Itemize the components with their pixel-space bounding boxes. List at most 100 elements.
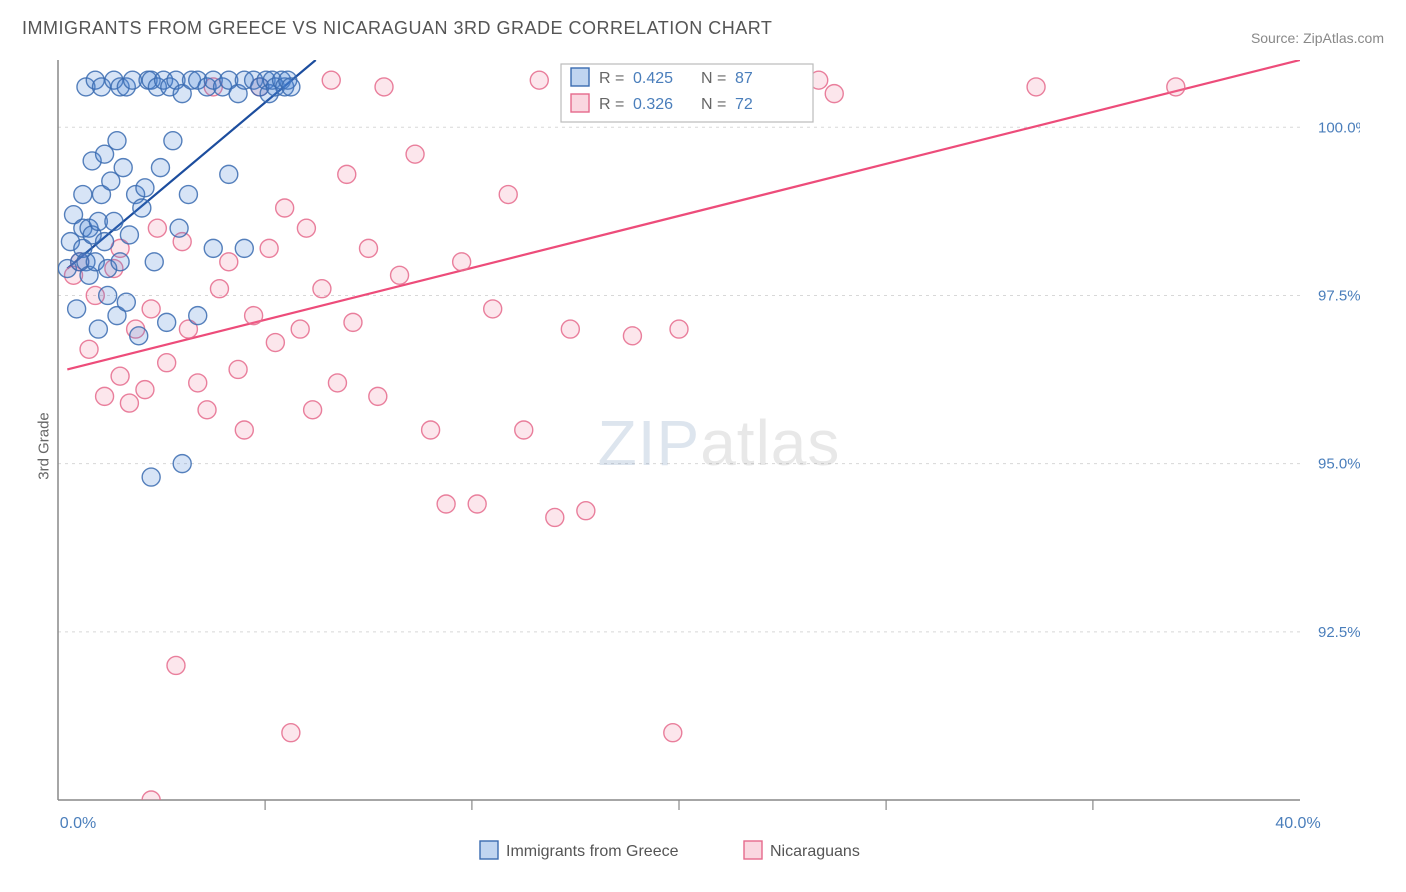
- y-tick-label: 92.5%: [1318, 624, 1360, 641]
- legend-swatch: [480, 841, 498, 859]
- data-point: [151, 159, 169, 177]
- data-point: [499, 186, 517, 204]
- data-point: [282, 78, 300, 96]
- data-point: [304, 401, 322, 419]
- data-point: [96, 233, 114, 251]
- data-point: [235, 421, 253, 439]
- data-point: [406, 145, 424, 163]
- scatter-chart: 92.5% 95.0% 97.5% 100.0% 0.0% 40.0% ZIPatlas R …: [50, 60, 1360, 830]
- data-point: [80, 340, 98, 358]
- data-point: [164, 132, 182, 150]
- data-point: [96, 387, 114, 405]
- data-point: [664, 724, 682, 742]
- data-point: [276, 199, 294, 217]
- data-point: [108, 132, 126, 150]
- legend-r-value: 0.425: [633, 70, 673, 87]
- data-point: [282, 724, 300, 742]
- data-point: [142, 300, 160, 318]
- data-point: [484, 300, 502, 318]
- data-point: [229, 360, 247, 378]
- data-point: [89, 320, 107, 338]
- legend-n-label: N =: [701, 70, 726, 87]
- data-point: [328, 374, 346, 392]
- data-point: [530, 71, 548, 89]
- data-point: [167, 656, 185, 674]
- data-point: [145, 253, 163, 271]
- source-label: Source:: [1251, 30, 1299, 46]
- data-point: [369, 387, 387, 405]
- source-credit: Source: ZipAtlas.com: [1251, 30, 1384, 46]
- data-point: [142, 791, 160, 809]
- data-point: [68, 300, 86, 318]
- data-point: [210, 280, 228, 298]
- data-point: [105, 212, 123, 230]
- data-point: [99, 286, 117, 304]
- data-point: [204, 239, 222, 257]
- data-point: [136, 179, 154, 197]
- data-point: [220, 253, 238, 271]
- data-point: [198, 401, 216, 419]
- data-point: [111, 367, 129, 385]
- data-point: [297, 219, 315, 237]
- data-point: [453, 253, 471, 271]
- legend-n-label: N =: [701, 96, 726, 113]
- data-point: [291, 320, 309, 338]
- legend-n-value: 87: [735, 70, 753, 87]
- data-point: [623, 327, 641, 345]
- x-tick-label: 0.0%: [60, 815, 96, 830]
- plot-area: 92.5% 95.0% 97.5% 100.0% 0.0% 40.0% ZIPatlas R …: [50, 60, 1360, 830]
- data-point: [245, 307, 263, 325]
- legend-series-label: Nicaraguans: [770, 843, 860, 860]
- data-point: [391, 266, 409, 284]
- data-point: [189, 374, 207, 392]
- data-point: [117, 293, 135, 311]
- y-tick-label: 95.0%: [1318, 456, 1360, 473]
- legend-r-value: 0.326: [633, 96, 673, 113]
- data-point: [158, 313, 176, 331]
- bottom-legend: Immigrants from Greece Nicaraguans: [0, 835, 1406, 871]
- data-point: [170, 219, 188, 237]
- data-point: [360, 239, 378, 257]
- data-point: [338, 165, 356, 183]
- data-point: [130, 327, 148, 345]
- chart-title: IMMIGRANTS FROM GREECE VS NICARAGUAN 3RD…: [22, 18, 772, 39]
- data-point: [561, 320, 579, 338]
- data-point: [136, 381, 154, 399]
- data-point: [74, 186, 92, 204]
- y-tick-label: 100.0%: [1318, 119, 1360, 136]
- source-link[interactable]: ZipAtlas.com: [1303, 30, 1384, 46]
- legend-r-label: R =: [599, 96, 624, 113]
- data-point: [515, 421, 533, 439]
- data-point: [142, 468, 160, 486]
- watermark: ZIPatlas: [598, 407, 841, 479]
- x-tick-label: 40.0%: [1275, 815, 1320, 830]
- data-point: [133, 199, 151, 217]
- data-point: [375, 78, 393, 96]
- data-point: [344, 313, 362, 331]
- data-point: [313, 280, 331, 298]
- data-point: [1167, 78, 1185, 96]
- legend-swatch: [571, 94, 589, 112]
- data-point: [189, 307, 207, 325]
- data-point: [577, 502, 595, 520]
- data-point: [1027, 78, 1045, 96]
- data-point: [546, 508, 564, 526]
- data-point: [114, 159, 132, 177]
- data-point: [266, 334, 284, 352]
- data-point: [111, 253, 129, 271]
- y-tick-label: 97.5%: [1318, 287, 1360, 304]
- data-point: [158, 354, 176, 372]
- data-point: [173, 455, 191, 473]
- data-point: [437, 495, 455, 513]
- legend-r-label: R =: [599, 70, 624, 87]
- legend-series-label: Immigrants from Greece: [506, 843, 679, 860]
- data-point: [235, 239, 253, 257]
- data-point: [322, 71, 340, 89]
- data-point: [825, 85, 843, 103]
- legend-swatch: [744, 841, 762, 859]
- data-point: [670, 320, 688, 338]
- data-point: [120, 226, 138, 244]
- legend-n-value: 72: [735, 96, 753, 113]
- data-point: [260, 239, 278, 257]
- data-point: [179, 186, 197, 204]
